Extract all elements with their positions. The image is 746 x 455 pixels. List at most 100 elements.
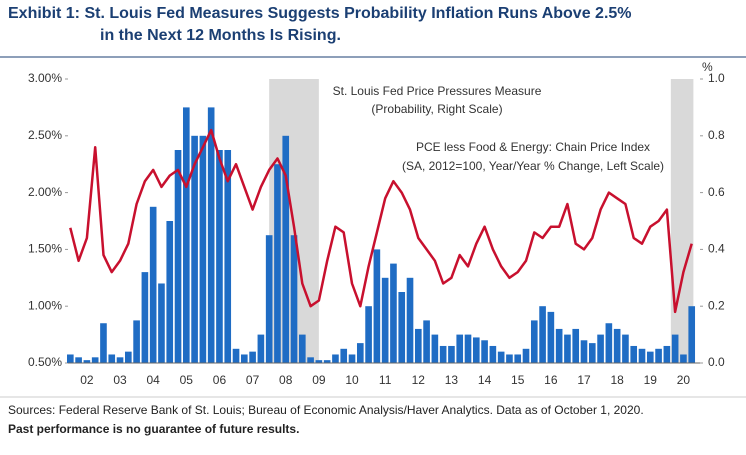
- bar: [497, 351, 505, 363]
- bar: [423, 320, 430, 363]
- bar: [240, 354, 248, 363]
- y-tick-label: 1.00%: [28, 298, 62, 312]
- y-tick-label: 2.50%: [28, 128, 62, 142]
- bar: [638, 348, 646, 363]
- bar: [108, 354, 116, 363]
- x-tick-label: 04: [146, 373, 160, 387]
- footer: Past performance is no guarantee of futu…: [8, 422, 299, 436]
- bar: [381, 277, 389, 363]
- bar: [390, 263, 397, 363]
- bar: [232, 348, 240, 363]
- bar: [307, 357, 314, 363]
- x-tick-label: 14: [478, 373, 492, 387]
- bar: [149, 206, 157, 363]
- bar: [398, 292, 406, 363]
- bar: [655, 348, 662, 363]
- bar: [671, 334, 679, 363]
- bar: [572, 328, 580, 363]
- bar: [290, 235, 298, 363]
- bar: [539, 306, 546, 363]
- shaded-period: [670, 79, 694, 363]
- x-tick-label: 05: [180, 373, 194, 387]
- bar: [298, 334, 306, 363]
- bar: [158, 283, 165, 363]
- annotation: St. Louis Fed Price Pressures Measure: [333, 84, 542, 98]
- x-tick-label: 03: [113, 373, 127, 387]
- bar: [439, 345, 447, 363]
- x-tick-label: 06: [213, 373, 227, 387]
- y2-tick-label: 1.0: [708, 71, 725, 85]
- y2-tick-label: 0.2: [708, 298, 725, 312]
- bar: [605, 323, 613, 363]
- bar: [464, 334, 472, 363]
- bar: [332, 354, 339, 363]
- y-tick-label: 2.00%: [28, 185, 62, 199]
- bar: [630, 345, 638, 363]
- x-tick-label: 19: [644, 373, 658, 387]
- x-tick-label: 09: [312, 373, 326, 387]
- bar: [207, 107, 215, 364]
- x-tick-label: 11: [379, 373, 392, 387]
- bar: [522, 348, 530, 363]
- x-tick-label: 15: [511, 373, 525, 387]
- bar: [514, 354, 522, 363]
- bar: [406, 277, 414, 363]
- y-tick-label: 0.50%: [28, 355, 62, 369]
- x-tick-label: 17: [577, 373, 591, 387]
- y2-tick-label: 0.0: [708, 355, 725, 369]
- bar: [564, 334, 571, 363]
- x-tick-label: 12: [412, 373, 426, 387]
- bar: [265, 235, 273, 363]
- y-tick-label: 1.50%: [28, 242, 62, 256]
- bar: [282, 135, 290, 363]
- x-tick-label: 16: [544, 373, 558, 387]
- bar: [348, 354, 356, 363]
- bar: [663, 345, 671, 363]
- x-tick-label: 20: [677, 373, 691, 387]
- bar: [472, 337, 480, 363]
- annotation: (SA, 2012=100, Year/Year % Change, Left …: [402, 159, 664, 173]
- bar: [75, 357, 82, 363]
- bar: [414, 328, 422, 363]
- bar: [506, 354, 513, 363]
- footer: Sources: Federal Reserve Bank of St. Lou…: [8, 403, 644, 417]
- bar: [257, 334, 265, 363]
- annotation: PCE less Food & Energy: Chain Price Inde…: [416, 140, 650, 154]
- bar: [166, 221, 174, 363]
- bar: [133, 320, 140, 363]
- x-tick-label: 07: [246, 373, 260, 387]
- bar: [588, 343, 596, 363]
- bar: [365, 306, 372, 363]
- bar: [448, 345, 455, 363]
- bar: [315, 360, 323, 363]
- chart-title: Exhibit 1: St. Louis Fed Measures Sugges…: [8, 5, 632, 22]
- bar: [580, 340, 588, 363]
- x-tick-label: 18: [610, 373, 624, 387]
- bar: [141, 272, 149, 363]
- bar: [547, 311, 555, 363]
- bar: [481, 340, 488, 363]
- bar: [646, 351, 654, 363]
- bar: [274, 164, 281, 363]
- bar: [100, 323, 107, 363]
- y-tick-label: 3.00%: [28, 71, 62, 85]
- bar: [191, 135, 198, 363]
- y2-tick-label: 0.4: [708, 242, 725, 256]
- bar: [83, 360, 91, 363]
- bar: [530, 320, 538, 363]
- bar: [91, 357, 99, 363]
- bar: [356, 343, 364, 363]
- annotation: (Probability, Right Scale): [371, 102, 502, 116]
- y2-tick-label: 0.6: [708, 185, 725, 199]
- y2-tick-label: 0.8: [708, 128, 725, 142]
- bar: [613, 328, 621, 363]
- x-tick-label: 13: [445, 373, 459, 387]
- bar: [489, 345, 497, 363]
- bar: [431, 334, 439, 363]
- bar: [597, 334, 604, 363]
- y2-unit-label: %: [702, 60, 713, 74]
- x-tick-label: 08: [279, 373, 293, 387]
- x-tick-label: 10: [345, 373, 359, 387]
- bar: [224, 150, 232, 363]
